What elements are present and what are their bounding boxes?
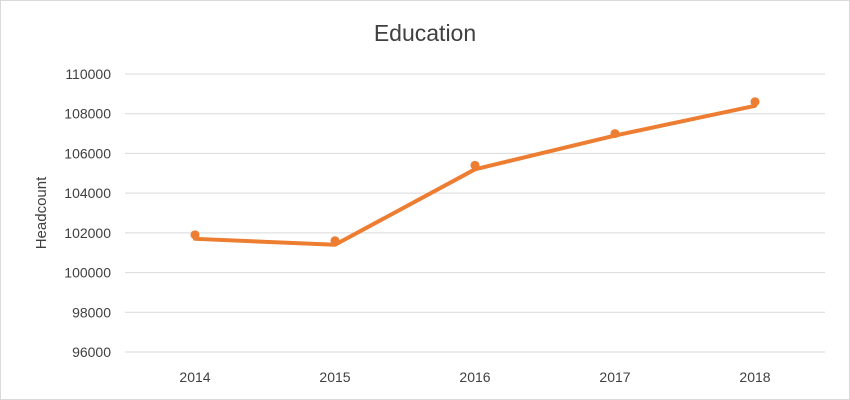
y-tick-label: 96000	[72, 344, 111, 360]
y-tick-label: 108000	[64, 106, 111, 122]
data-point	[470, 160, 480, 170]
y-tick-label: 100000	[64, 265, 111, 281]
x-tick-label: 2015	[319, 369, 350, 385]
data-point	[190, 230, 200, 240]
y-tick-label: 106000	[64, 145, 111, 161]
data-point	[610, 129, 620, 139]
gridlines	[125, 73, 825, 353]
x-tick-label: 2017	[599, 369, 630, 385]
data-point	[330, 236, 340, 246]
x-axis-ticks: 2014 2015 2016 2017 2018	[179, 369, 770, 385]
series-headcount	[190, 97, 760, 247]
x-tick-label: 2016	[459, 369, 490, 385]
x-tick-label: 2014	[179, 369, 210, 385]
chart-title: Education	[374, 20, 476, 46]
data-point	[750, 97, 760, 107]
y-tick-label: 102000	[64, 225, 111, 241]
y-axis-ticks: 96000 98000 100000 102000 104000 106000 108000…	[64, 66, 111, 360]
y-tick-label: 98000	[72, 304, 111, 320]
y-tick-label: 110000	[65, 66, 111, 82]
y-tick-label: 104000	[64, 185, 111, 201]
y-axis-title: Headcount	[33, 176, 50, 249]
series-line	[193, 103, 757, 247]
x-tick-label: 2018	[739, 369, 770, 385]
